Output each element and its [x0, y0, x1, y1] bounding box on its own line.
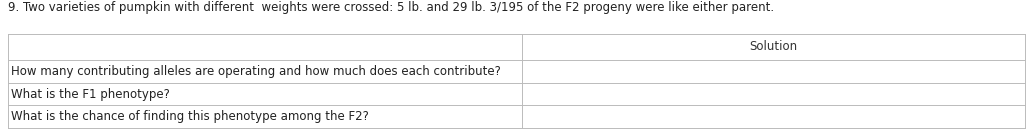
Text: How many contributing alleles are operating and how much does each contribute?: How many contributing alleles are operat…	[11, 65, 501, 78]
Text: Solution: Solution	[749, 41, 797, 53]
Text: What is the F1 phenotype?: What is the F1 phenotype?	[11, 88, 170, 100]
Text: 9. Two varieties of pumpkin with different  weights were crossed: 5 lb. and 29 l: 9. Two varieties of pumpkin with differe…	[8, 1, 775, 14]
Text: What is the chance of finding this phenotype among the F2?: What is the chance of finding this pheno…	[11, 110, 369, 123]
